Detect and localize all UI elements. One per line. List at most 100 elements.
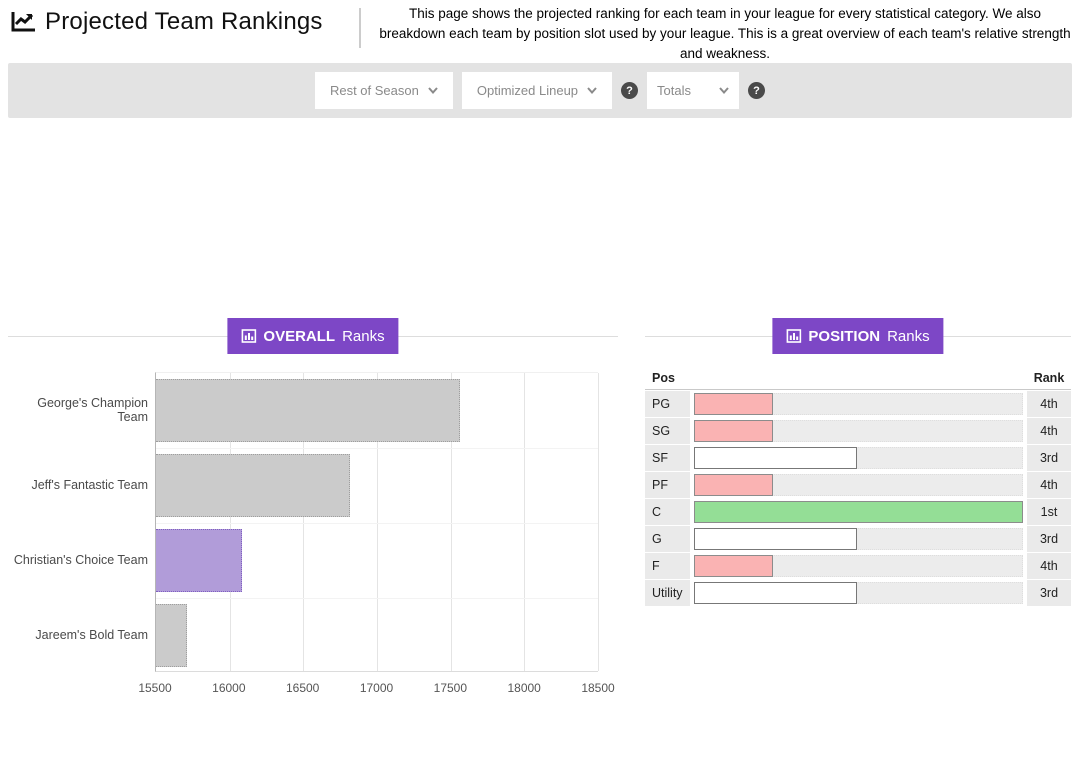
column-header-pos: Pos <box>652 370 675 385</box>
rank-bar <box>694 447 857 469</box>
position-label: C <box>645 499 690 525</box>
gridline <box>303 373 305 671</box>
chevron-down-icon <box>719 87 729 94</box>
gridline <box>450 373 452 671</box>
rank-bar-cell <box>692 499 1025 525</box>
x-tick-label: 18000 <box>507 681 541 695</box>
bar-chart-icon <box>786 329 802 343</box>
page-title: Projected Team Rankings <box>45 8 323 35</box>
row-separator <box>156 523 598 524</box>
position-label: F <box>645 553 690 579</box>
position-label: SF <box>645 445 690 471</box>
x-tick-label: 17000 <box>359 681 394 695</box>
gridline <box>524 373 526 671</box>
position-label: G <box>645 526 690 552</box>
chevron-down-icon <box>428 87 438 94</box>
rank-bar <box>694 501 1023 523</box>
x-tick-label: 15500 <box>138 681 172 695</box>
rank-bar <box>694 474 774 496</box>
bar-row <box>156 448 598 523</box>
x-tick-label: 17500 <box>433 681 468 695</box>
rank-value: 4th <box>1027 553 1071 579</box>
rank-value: 1st <box>1027 499 1071 525</box>
rank-value: 4th <box>1027 418 1071 444</box>
position-table-body: PG 4th SG 4th SF 3rd PF 4th C 1st G 3rd F 4th Utility 3… <box>645 391 1071 606</box>
rank-bar-cell <box>692 391 1025 417</box>
team-label: Jareem's Bold Team <box>35 627 148 642</box>
overall-ranks-button[interactable]: OVERALL Ranks <box>227 318 399 354</box>
bar-row <box>156 523 598 598</box>
overall-ranks-button-rest: Ranks <box>342 327 385 345</box>
position-section-header: POSITION Ranks <box>645 318 1071 354</box>
team-label: Jeff's Fantastic Team <box>31 477 148 492</box>
overall-section: OVERALL Ranks George's Champion Team Jeff… <box>8 318 618 702</box>
gridline <box>377 373 378 671</box>
overall-ranks-button-strong: OVERALL <box>263 327 336 345</box>
overall-chart-ticks: 15500 16000 16500 17000 17500 18000 18500 <box>138 681 614 697</box>
totals-dropdown[interactable]: Totals <box>647 72 740 109</box>
row-separator <box>156 448 598 449</box>
rank-bar-cell <box>692 418 1025 444</box>
lineup-help-icon[interactable]: ? <box>621 82 639 99</box>
column-header-rank: Rank <box>1033 370 1065 385</box>
rank-bar-cell <box>692 553 1025 579</box>
timeframe-dropdown[interactable]: Rest of Season <box>314 72 453 109</box>
rank-value: 4th <box>1027 391 1071 417</box>
table-row: G 3rd <box>645 526 1071 552</box>
header-divider <box>359 8 361 48</box>
rank-value: 4th <box>1027 472 1071 498</box>
toolbar: Rest of Season Optimized Lineup ? Totals… <box>8 63 1072 118</box>
table-row: C 1st <box>645 499 1071 525</box>
overall-chart-plot <box>155 372 599 673</box>
x-tick-label: 18500 <box>581 681 615 695</box>
rank-value: 3rd <box>1027 580 1071 606</box>
page-header: Projected Team Rankings This page shows … <box>0 0 1080 62</box>
rank-bar <box>694 420 774 442</box>
x-tick-label: 16500 <box>285 681 320 695</box>
position-section: POSITION Ranks Pos Rank PG 4th SG 4th SF 3rd P… <box>645 318 1071 606</box>
page-title-wrap: Projected Team Rankings <box>10 8 323 36</box>
rank-value: 3rd <box>1027 445 1071 471</box>
page-description: This page shows the projected ranking fo… <box>379 6 1071 61</box>
rank-bar <box>156 529 243 592</box>
rank-value: 3rd <box>1027 526 1071 552</box>
position-label: PF <box>645 472 690 498</box>
row-separator <box>156 598 598 599</box>
rank-bar <box>156 454 350 517</box>
rank-bar-cell <box>692 526 1025 552</box>
totals-dropdown-label: Totals <box>657 83 691 98</box>
table-row: F 4th <box>645 553 1071 579</box>
bar-row <box>156 598 598 673</box>
position-rank-table: Pos Rank PG 4th SG 4th SF 3rd PF 4th C 1st G 3rd F 4t… <box>645 366 1071 606</box>
rank-bar-cell <box>692 580 1025 606</box>
lineup-dropdown-label: Optimized Lineup <box>476 83 579 98</box>
rank-bar <box>694 393 774 415</box>
gridline <box>229 373 231 671</box>
table-row: SG 4th <box>645 418 1071 444</box>
lineup-dropdown[interactable]: Optimized Lineup <box>461 72 613 109</box>
rank-bar <box>156 379 460 442</box>
position-table-header: Pos Rank <box>645 366 1071 390</box>
rank-bar <box>156 604 187 667</box>
chevron-down-icon <box>587 87 597 94</box>
rank-bar <box>694 528 857 550</box>
position-label: Utility <box>645 580 690 606</box>
overall-rank-chart: George's Champion Team Jeff's Fantastic T… <box>8 354 618 702</box>
position-ranks-button-strong: POSITION <box>808 327 881 345</box>
totals-help-icon[interactable]: ? <box>748 82 766 99</box>
rank-bar-cell <box>692 472 1025 498</box>
table-row: SF 3rd <box>645 445 1071 471</box>
rank-bar <box>694 582 857 604</box>
gridline <box>598 373 599 671</box>
bar-row <box>156 373 598 448</box>
position-ranks-button[interactable]: POSITION Ranks <box>772 318 944 354</box>
chart-line-icon <box>10 10 37 34</box>
team-label: George's Champion Team <box>37 395 148 424</box>
position-label: PG <box>645 391 690 417</box>
table-row: PF 4th <box>645 472 1071 498</box>
rank-bar <box>694 555 774 577</box>
timeframe-dropdown-label: Rest of Season <box>329 83 419 98</box>
overall-section-header: OVERALL Ranks <box>8 318 618 354</box>
bar-chart-icon <box>241 329 257 343</box>
